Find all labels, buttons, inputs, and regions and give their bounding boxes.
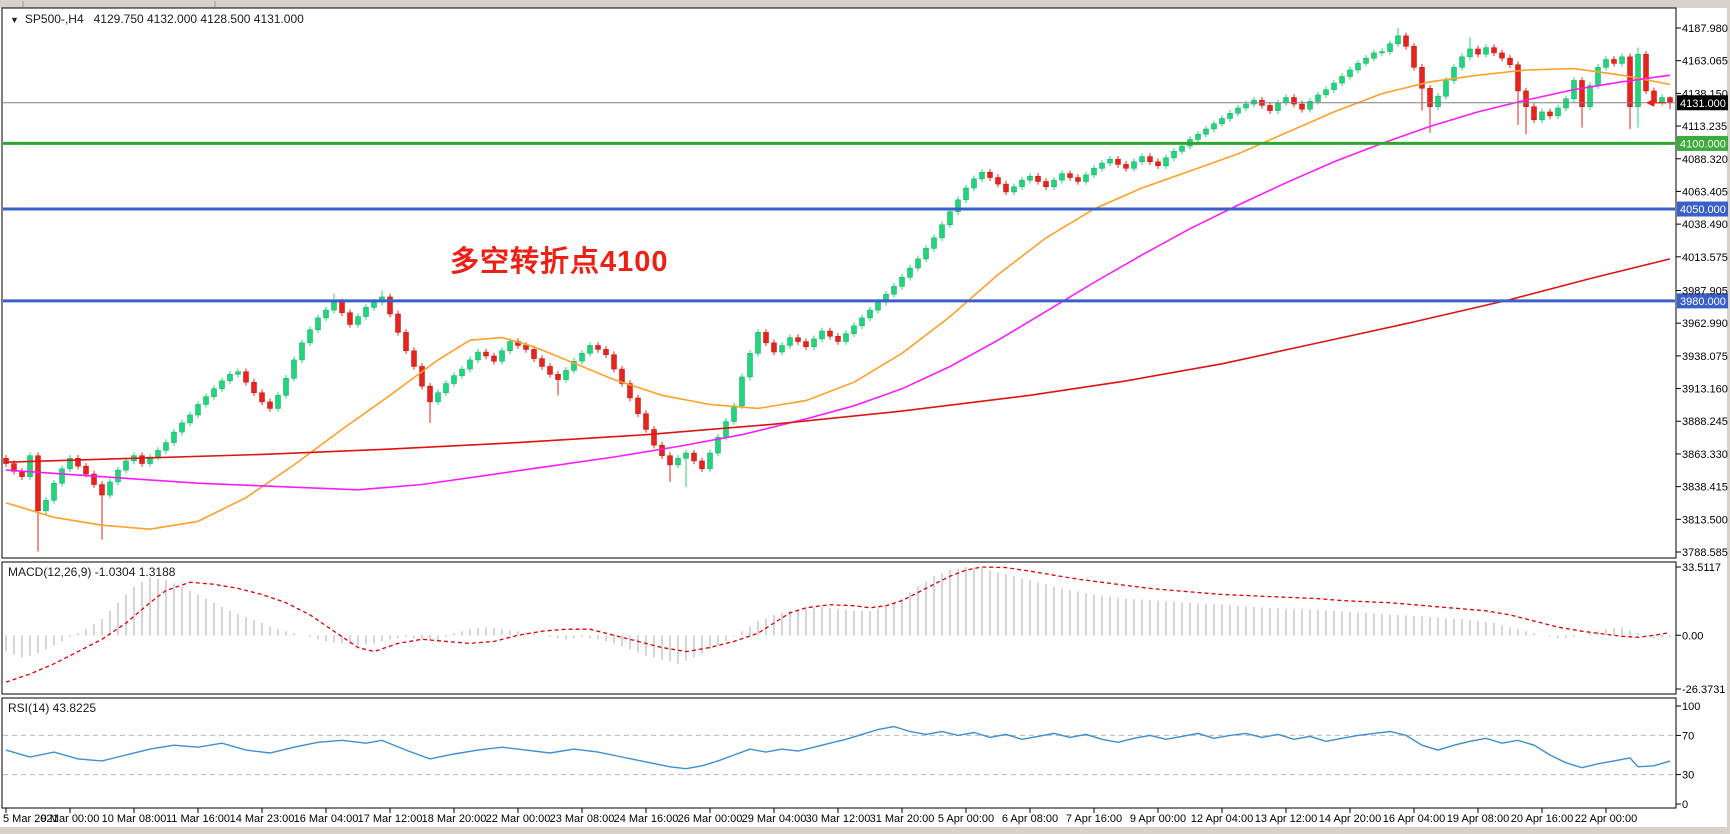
time-axis-label: 19 Apr 08:00	[1447, 813, 1509, 825]
price-axis-label: 4163.065	[1682, 56, 1728, 68]
rsi-axis-label: 0	[1682, 799, 1688, 811]
annotation-text: 多空转折点4100	[450, 246, 669, 278]
macd-signal-line	[5, 566, 1671, 683]
ma-mid-magenta	[5, 74, 1671, 491]
time-axis-label: 17 Mar 12:00	[358, 813, 423, 825]
time-axis-label: 16 Mar 04:00	[294, 813, 359, 825]
price-axis-label: 4063.405	[1682, 186, 1728, 198]
macd-axis-label: 0.00	[1682, 630, 1703, 642]
price-tag-4050.000	[1677, 201, 1728, 217]
time-axis-label: 7 Apr 16:00	[1066, 813, 1122, 825]
price-tag-text: 4050.000	[1680, 204, 1726, 216]
price-axis-label: 3888.245	[1682, 416, 1728, 428]
window-right-edge	[1727, 0, 1730, 834]
time-axis-label: 31 Mar 20:00	[870, 813, 935, 825]
macd-label: MACD(12,26,9) -1.0304 1.3188	[8, 565, 176, 579]
rsi-axis-label: 70	[1682, 730, 1694, 742]
rsi-axis-label: 100	[1682, 701, 1700, 713]
time-axis-label: 9 Apr 00:00	[1130, 813, 1186, 825]
quote-ohlc: 4129.750 4132.000 4128.500 4131.000	[93, 12, 304, 26]
price-axis-label: 3962.990	[1682, 318, 1728, 330]
price-axis-label: 4088.320	[1682, 154, 1728, 166]
time-axis-label: 22 Mar 00:00	[486, 813, 551, 825]
price-tag-4100.000	[1677, 135, 1728, 151]
price-axis-label: 3863.330	[1682, 449, 1728, 461]
last-price-arrow-icon	[1646, 98, 1654, 107]
symbol-label: SP500-,H4	[24, 12, 84, 26]
price-axis-label: 4038.490	[1682, 219, 1728, 231]
price-axis-label: 4138.150	[1682, 88, 1728, 100]
time-axis-label: 12 Apr 04:00	[1191, 813, 1253, 825]
price-tag-text: 4131.000	[1680, 98, 1726, 110]
rsi-label: RSI(14) 43.8225	[8, 701, 97, 715]
price-tag-3980.000	[1677, 293, 1728, 309]
price-axis-label: 4013.575	[1682, 252, 1728, 264]
collapse-triangle-icon[interactable]: ▼	[10, 15, 19, 25]
macd-axis-label: -26.3731	[1682, 684, 1725, 696]
price-axis-label: 3987.905	[1682, 285, 1728, 297]
time-axis-label: 23 Mar 08:00	[550, 813, 615, 825]
candles-layer	[3, 27, 1673, 552]
time-axis-label: 24 Mar 16:00	[614, 813, 679, 825]
rsi-line	[5, 725, 1671, 770]
price-tag-text: 4100.000	[1680, 138, 1726, 150]
price-axis-label: 4187.980	[1682, 23, 1728, 35]
window-top-edge	[0, 0, 1730, 8]
time-axis-label: 30 Mar 12:00	[806, 813, 871, 825]
price-axis: 4187.980 4163.065 4138.150 4113.235 4088.320…	[1676, 23, 1728, 559]
time-axis-label: 5 Mar 2021	[3, 813, 59, 825]
rsi-axis-label: 30	[1682, 770, 1694, 782]
price-axis-label: 3913.160	[1682, 384, 1728, 396]
ma-fast-orange	[5, 67, 1671, 531]
time-axis-label: 29 Mar 04:00	[742, 813, 807, 825]
time-axis-label: 18 Mar 20:00	[422, 813, 487, 825]
time-axis-label: 22 Apr 00:00	[1575, 813, 1637, 825]
time-axis-label: 14 Apr 20:00	[1319, 813, 1381, 825]
time-axis-label: 5 Apr 00:00	[938, 813, 994, 825]
time-axis-label: 20 Apr 16:00	[1511, 813, 1573, 825]
price-axis-label: 3938.075	[1682, 351, 1728, 363]
time-axis-label: 9 Mar 00:00	[41, 813, 100, 825]
time-axis-label: 6 Apr 08:00	[1002, 813, 1058, 825]
time-axis-label: 13 Apr 12:00	[1255, 813, 1317, 825]
rsi-panel[interactable]	[1, 697, 1677, 809]
main-panel[interactable]	[1, 7, 1677, 559]
price-axis-label: 3838.415	[1682, 482, 1728, 494]
window-bottom-edge	[0, 827, 1730, 834]
macd-histogram	[5, 567, 1671, 664]
time-axis-label: 16 Apr 04:00	[1383, 813, 1445, 825]
price-axis-label: 3813.500	[1682, 514, 1728, 526]
time-axis-label: 14 Mar 23:00	[230, 813, 295, 825]
price-axis-label: 4113.235	[1682, 121, 1727, 133]
price-tag-4131.000	[1677, 95, 1728, 111]
ma-slow-red	[5, 258, 1671, 463]
price-axis-label: 3788.585	[1682, 547, 1728, 559]
time-axis-label: 11 Mar 16:00	[166, 813, 230, 825]
time-axis-label: 26 Mar 00:00	[678, 813, 743, 825]
macd-axis-label: 33.5117	[1682, 562, 1721, 574]
chart-header: ▼ SP500-,H4 4129.750 4132.000 4128.500 413…	[10, 12, 304, 26]
macd-panel[interactable]	[1, 561, 1677, 695]
price-tag-text: 3980.000	[1680, 296, 1726, 308]
time-axis-label: 10 Mar 08:00	[102, 813, 167, 825]
